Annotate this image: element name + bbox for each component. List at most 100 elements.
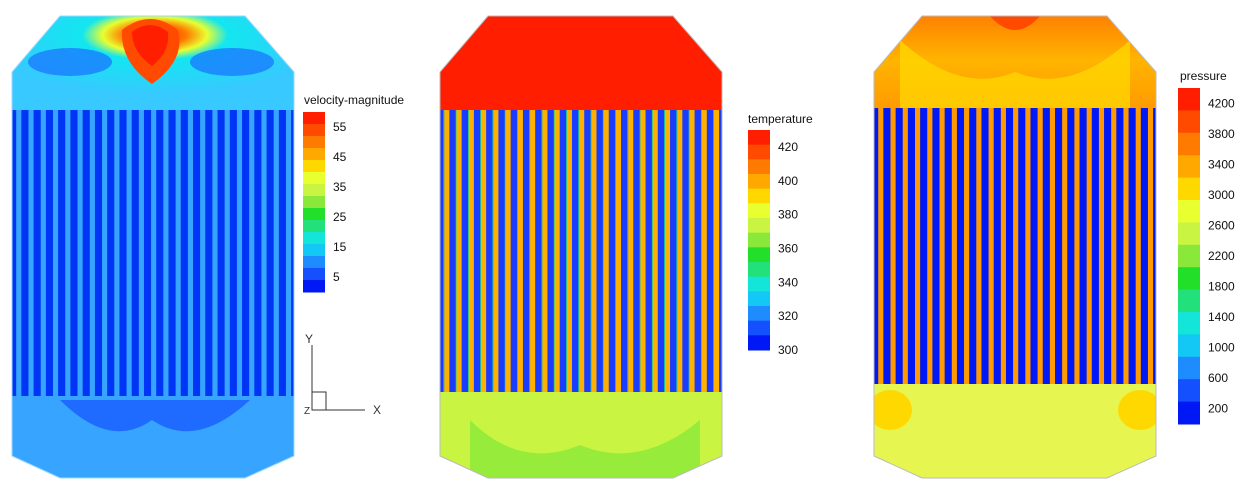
velocity-colorbar-ticks: 55 45 35 25 15 5 [333, 120, 347, 284]
temperature-colorbar-band [748, 262, 770, 278]
pressure-colorbar-band [1178, 132, 1200, 156]
pressure-tube-15 [1049, 108, 1056, 384]
velocity-colorbar-band [303, 184, 325, 197]
pressure-colorbar-band [1178, 110, 1200, 134]
pressure-tube-13 [1025, 108, 1031, 384]
velocity-tube-11 [138, 110, 144, 396]
temperature-tube-stripes [443, 110, 720, 392]
pressure-tube-17 [1074, 108, 1080, 384]
temperature-colorbar-band [748, 218, 770, 234]
temperature-colorbar-tick-label: 320 [778, 309, 798, 323]
temperature-top-plenum [440, 16, 722, 110]
velocity-colorbar-band [303, 124, 325, 137]
temperature-tube-edge-2 [455, 110, 457, 392]
temperature-tube-edge-3 [467, 110, 469, 392]
pressure-panel [874, 16, 1156, 478]
temperature-colorbar-band [748, 188, 770, 204]
temperature-tube-edge-6 [504, 110, 506, 392]
temperature-tube-edge-11 [566, 110, 567, 392]
pressure-colorbar-tick-label: 4200 [1208, 96, 1235, 110]
temperature-tube-edge-12 [578, 110, 580, 392]
pressure-colorbar-band [1178, 177, 1200, 201]
pressure-colorbar-tick-label: 3400 [1208, 157, 1235, 171]
temperature-outline [439, 15, 723, 479]
velocity-colorbar-band [303, 136, 325, 149]
velocity-hotspot-core [132, 25, 169, 66]
temperature-tube-17 [640, 110, 646, 392]
velocity-bottom-lowzone [60, 400, 250, 432]
pressure-tube-23 [1147, 108, 1154, 384]
temperature-tube-edge-7 [517, 110, 518, 392]
velocity-colorbar-tick-label: 35 [333, 180, 347, 194]
velocity-colorbar-title: velocity-magnitude [304, 93, 404, 107]
velocity-colorbar-band [303, 268, 325, 281]
temperature-tube-edge-8 [529, 110, 531, 392]
pressure-colorbar-band [1178, 244, 1200, 268]
temperature-tube-edge-20 [676, 110, 678, 392]
pressure-colorbar-ticks: 4200 3800 3400 3000 2600 2200 1800 1400 1000 600 2… [1208, 96, 1235, 415]
velocity-tube-13 [163, 110, 169, 396]
velocity-tube-23 [285, 110, 292, 396]
temperature-tube-edge-15 [615, 110, 616, 392]
temperature-tube-11 [566, 110, 572, 392]
temperature-colorbar-band [748, 203, 770, 219]
temperature-tube-12 [579, 110, 585, 392]
velocity-panel [12, 16, 294, 478]
pressure-colorbar-band [1178, 222, 1200, 246]
pressure-bottom-right-zone [1118, 390, 1156, 430]
velocity-tube-stripes [16, 110, 292, 396]
pressure-colorbar-band [1178, 88, 1200, 111]
temperature-tube-edge-14 [602, 110, 604, 392]
pressure-colorbar-band [1178, 289, 1200, 313]
temperature-colorbar-tick-label: 380 [778, 208, 798, 222]
temperature-tube-edge-21 [688, 110, 690, 392]
temperature-tube-3 [468, 110, 474, 392]
velocity-colorbar-band [303, 196, 325, 209]
pressure-colorbar-tick-label: 200 [1208, 402, 1228, 416]
pressure-tube-7 [951, 108, 957, 384]
pressure-colorbar-band [1178, 155, 1200, 179]
temperature-tube-1 [444, 110, 450, 392]
temperature-tube-13 [591, 110, 597, 392]
pressure-colorbar-band [1178, 401, 1200, 425]
pressure-top-yellow-zone [900, 40, 1130, 108]
velocity-tube-17 [212, 110, 218, 396]
velocity-tube-14 [175, 110, 181, 396]
temperature-tube-20 [677, 110, 683, 392]
velocity-tube-16 [200, 110, 206, 396]
temperature-colorbar-band [748, 320, 770, 336]
pressure-colorbar-tick-label: 2600 [1208, 218, 1235, 232]
temperature-tube-edge-1 [443, 110, 445, 392]
velocity-tube-6 [77, 110, 83, 396]
velocity-tube-20 [249, 110, 255, 396]
temperature-tube-2 [456, 110, 462, 392]
pressure-tube-18 [1086, 108, 1092, 384]
temperature-tube-22 [701, 110, 707, 392]
pressure-colorbar-band [1178, 312, 1200, 335]
velocity-vortex-left [28, 48, 112, 76]
temperature-colorbar-band [748, 247, 770, 263]
temperature-colorbar-band [748, 335, 770, 351]
temperature-tube-8 [530, 110, 536, 392]
temperature-colorbar [748, 130, 770, 351]
temperature-tube-15 [615, 110, 622, 392]
velocity-tube-15 [187, 110, 194, 396]
temperature-tube-6 [505, 110, 511, 392]
temperature-tube-edge-17 [639, 110, 641, 392]
temperature-colorbar-band [748, 144, 770, 160]
pressure-tube-9 [976, 108, 982, 384]
velocity-tube-7 [89, 110, 95, 396]
pressure-top-hotspot [985, 16, 1045, 30]
velocity-tube-12 [151, 110, 157, 396]
pressure-tube-3 [902, 108, 908, 384]
temperature-colorbar-title: temperature [748, 112, 813, 126]
velocity-tube-9 [114, 110, 120, 396]
temperature-tube-edge-18 [651, 110, 653, 392]
pressure-tube-5 [927, 108, 933, 384]
temperature-colorbar-tick-label: 400 [778, 174, 798, 188]
temperature-tube-14 [603, 110, 609, 392]
velocity-tube-8 [102, 110, 108, 396]
velocity-colorbar [303, 112, 325, 293]
temperature-colorbar-band [748, 232, 770, 248]
velocity-tube-1 [16, 110, 22, 396]
